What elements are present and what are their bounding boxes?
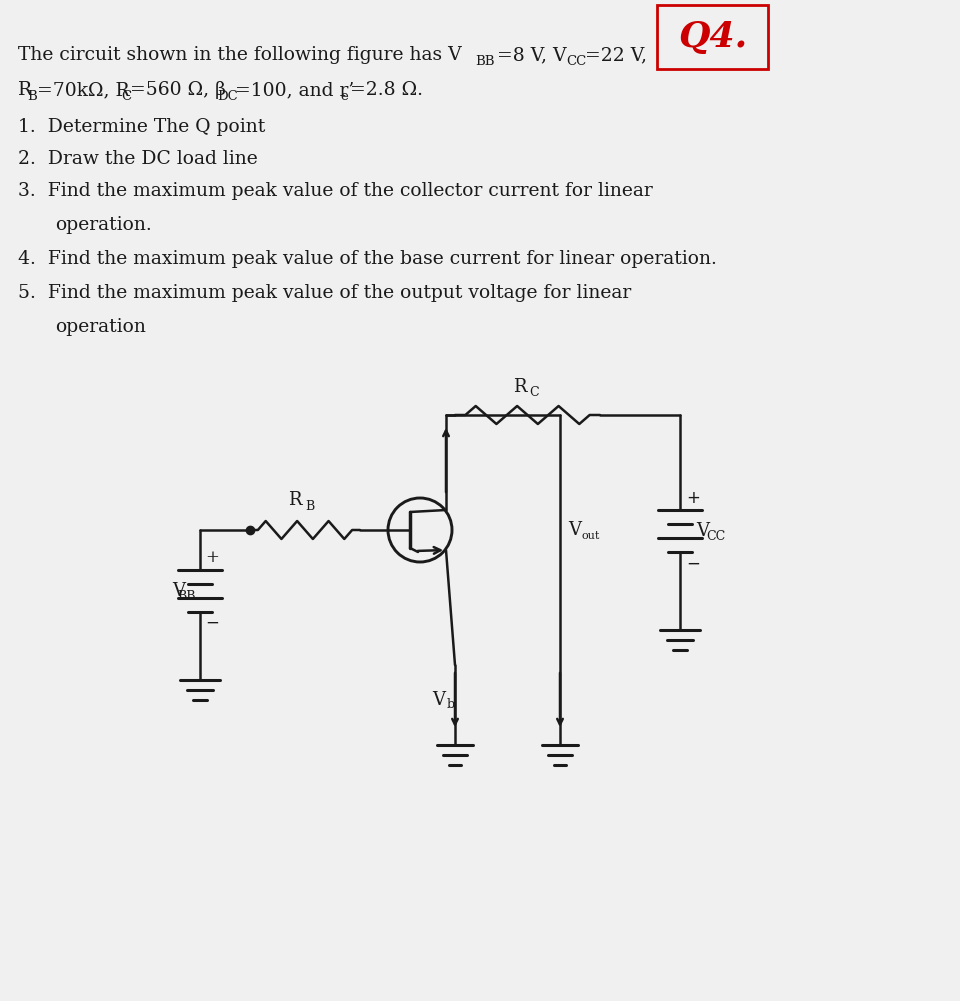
Text: 2.  Draw the DC load line: 2. Draw the DC load line: [18, 150, 257, 168]
Text: The circuit shown in the following figure has V: The circuit shown in the following figur…: [18, 46, 462, 64]
Text: out: out: [581, 531, 599, 541]
Text: Q4.: Q4.: [678, 20, 747, 54]
Text: =560 Ω, β: =560 Ω, β: [130, 81, 226, 99]
Text: B: B: [305, 499, 315, 513]
Text: −: −: [205, 615, 219, 632]
Text: C: C: [530, 386, 540, 399]
Text: BB: BB: [178, 591, 196, 604]
Text: V: V: [172, 582, 185, 600]
Text: 4.  Find the maximum peak value of the base current for linear operation.: 4. Find the maximum peak value of the ba…: [18, 250, 717, 268]
Text: V: V: [568, 521, 581, 539]
Text: BB: BB: [475, 55, 494, 68]
Text: operation: operation: [55, 318, 146, 336]
Text: =8 V, V: =8 V, V: [497, 46, 566, 64]
Text: R: R: [18, 81, 32, 99]
Text: =22 V,: =22 V,: [585, 46, 647, 64]
Text: CC: CC: [566, 55, 587, 68]
Text: operation.: operation.: [55, 216, 152, 234]
FancyBboxPatch shape: [657, 5, 768, 69]
Text: b: b: [446, 699, 455, 712]
Text: +: +: [686, 489, 700, 507]
Text: 5.  Find the maximum peak value of the output voltage for linear: 5. Find the maximum peak value of the ou…: [18, 284, 632, 302]
Text: e: e: [340, 90, 348, 103]
Text: R: R: [513, 378, 526, 396]
Text: B: B: [27, 90, 36, 103]
Text: DC: DC: [217, 90, 238, 103]
Text: =2.8 Ω.: =2.8 Ω.: [350, 81, 423, 99]
Text: 1.  Determine The Q point: 1. Determine The Q point: [18, 118, 265, 136]
Text: C: C: [121, 90, 132, 103]
Text: CC: CC: [706, 531, 725, 544]
Text: =70kΩ, R: =70kΩ, R: [37, 81, 130, 99]
Text: =100, and r’: =100, and r’: [235, 81, 354, 99]
Text: 3.  Find the maximum peak value of the collector current for linear: 3. Find the maximum peak value of the co…: [18, 182, 653, 200]
Text: +: +: [205, 550, 219, 567]
Text: V: V: [696, 522, 709, 540]
Text: V: V: [432, 691, 445, 709]
Text: −: −: [686, 555, 700, 573]
Text: R: R: [288, 491, 301, 509]
